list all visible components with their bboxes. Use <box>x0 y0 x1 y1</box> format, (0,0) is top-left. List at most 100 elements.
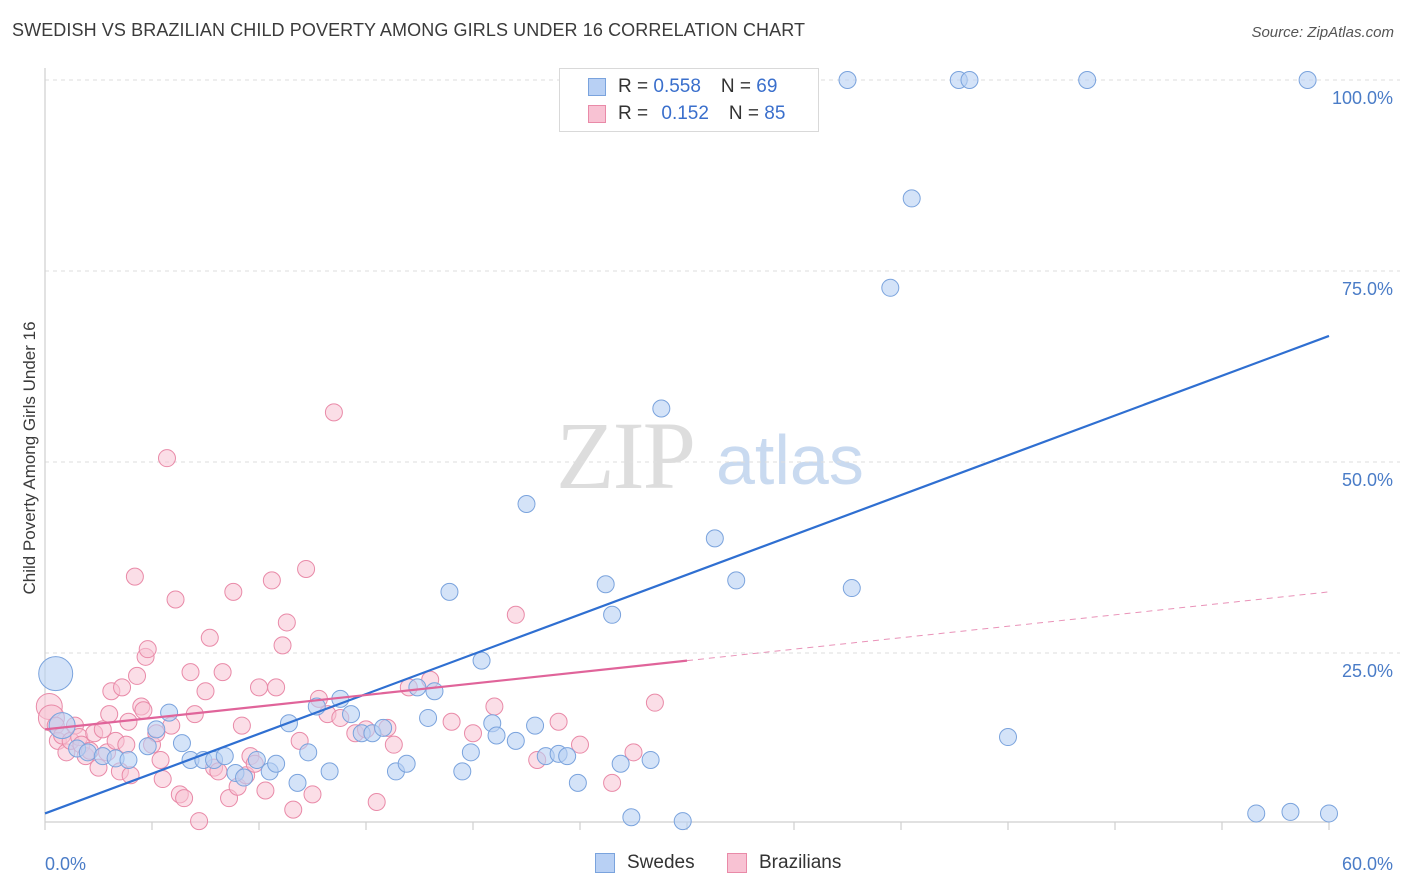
swedes-point <box>603 605 622 624</box>
watermark-atlas: atlas <box>716 421 864 499</box>
brazilians-point <box>250 678 268 697</box>
swedes-r-value: 0.558 <box>653 76 701 97</box>
watermark-zip: ZIP <box>556 402 696 509</box>
swedes-point <box>596 575 615 594</box>
source-label: Source: ZipAtlas.com <box>1251 24 1394 41</box>
legend-row-swedes: R = 0.558 N = 69 <box>560 73 777 101</box>
brazilians-swatch <box>588 105 606 123</box>
swedes-point <box>558 747 577 766</box>
swedes-point <box>842 579 861 598</box>
swedes-swatch <box>588 78 606 96</box>
swedes-legend-swatch <box>595 853 615 873</box>
swedes-point <box>526 716 545 735</box>
swedes-point <box>267 754 286 773</box>
brazilians-point <box>277 613 296 632</box>
brazilians-point <box>166 590 185 609</box>
swedes-point <box>999 728 1017 747</box>
brazilians-legend-label: Brazilians <box>759 852 842 873</box>
brazilians-point <box>645 693 664 712</box>
swedes-point <box>1247 804 1266 823</box>
brazilians-trend-extension <box>686 591 1330 662</box>
swedes-point <box>374 718 393 737</box>
swedes-point <box>119 750 138 769</box>
swedes-point <box>288 773 307 792</box>
swedes-point <box>506 731 525 750</box>
y-tick-label: 25.0% <box>1342 661 1393 681</box>
brazilians-point <box>624 743 643 762</box>
swedes-point <box>342 705 361 724</box>
swedes-point <box>727 571 746 590</box>
swedes-points <box>38 71 1338 831</box>
brazilians-r-value: 0.152 <box>661 103 709 124</box>
legend-item-swedes[interactable]: Swedes <box>595 852 695 874</box>
swedes-point <box>408 678 427 697</box>
y-tick-label: 50.0% <box>1342 470 1393 490</box>
brazilians-point <box>506 605 525 624</box>
brazilians-point <box>571 735 589 754</box>
legend-row-brazilians: R = 0.152 N = 85 <box>560 100 785 128</box>
brazilians-point <box>128 666 147 685</box>
y-tick-label: 75.0% <box>1342 279 1393 299</box>
swedes-point <box>517 495 536 514</box>
x-tick-label-max: 60.0% <box>1342 854 1393 874</box>
series-legend: Swedes Brazilians <box>0 852 1406 878</box>
swedes-point <box>215 747 234 766</box>
brazilians-point <box>464 724 482 743</box>
swedes-point <box>1298 71 1317 89</box>
brazilians-point <box>262 571 281 590</box>
brazilians-point <box>190 812 209 831</box>
swedes-point <box>881 278 900 297</box>
brazilians-point <box>157 449 176 468</box>
brazilians-point <box>224 582 243 601</box>
swedes-point <box>147 720 166 739</box>
swedes-point <box>487 726 506 745</box>
brazilians-point <box>324 403 343 422</box>
brazilians-point <box>181 663 200 682</box>
chart-title: SWEDISH VS BRAZILIAN CHILD POVERTY AMONG… <box>12 20 806 40</box>
swedes-point <box>461 743 480 762</box>
swedes-point <box>902 189 921 208</box>
swedes-point <box>641 750 660 769</box>
grid-layer <box>45 79 1400 654</box>
brazilians-point <box>384 735 403 754</box>
brazilians-point <box>138 640 157 659</box>
swedes-point <box>652 399 671 418</box>
swedes-point <box>397 754 416 773</box>
brazilians-point <box>213 663 232 682</box>
brazilians-point <box>442 712 461 731</box>
brazilians-point <box>113 678 132 697</box>
swedes-point <box>673 812 692 831</box>
brazilians-point <box>297 559 316 578</box>
trend-lines <box>44 334 1330 815</box>
brazilians-point <box>284 800 303 819</box>
swedes-point <box>78 743 97 762</box>
swedes-point <box>247 750 266 769</box>
brazilians-point <box>549 712 568 731</box>
swedes-point <box>1281 802 1300 821</box>
swedes-point <box>1078 71 1097 89</box>
swedes-legend-label: Swedes <box>627 852 695 873</box>
swedes-point <box>235 768 254 787</box>
tick-labels: 25.0% 50.0% 75.0% 100.0% 0.0% 60.0% <box>45 88 1393 874</box>
stats-legend: R = 0.558 N = 69 R = 0.152 N = 85 <box>559 68 819 132</box>
brazilians-point <box>367 792 386 811</box>
swedes-point <box>425 682 444 701</box>
brazilians-point <box>485 697 504 716</box>
swedes-point <box>960 71 979 89</box>
brazilians-point <box>125 567 144 586</box>
legend-item-brazilians[interactable]: Brazilians <box>727 852 841 874</box>
brazilians-point <box>117 735 136 754</box>
brazilians-legend-swatch <box>727 853 747 873</box>
brazilians-r-label: R = <box>618 103 654 124</box>
brazilians-point <box>303 785 322 804</box>
swedes-point <box>320 762 339 781</box>
brazilians-n-label: N = <box>728 103 765 124</box>
brazilians-point <box>603 773 622 792</box>
x-tick-label-min: 0.0% <box>45 854 86 874</box>
swedes-n-value: 69 <box>756 76 778 97</box>
brazilians-point <box>134 701 153 720</box>
brazilians-n-value: 85 <box>764 103 786 124</box>
brazilians-point <box>273 636 292 655</box>
swedes-point <box>1320 804 1338 823</box>
brazilians-point <box>232 716 251 735</box>
